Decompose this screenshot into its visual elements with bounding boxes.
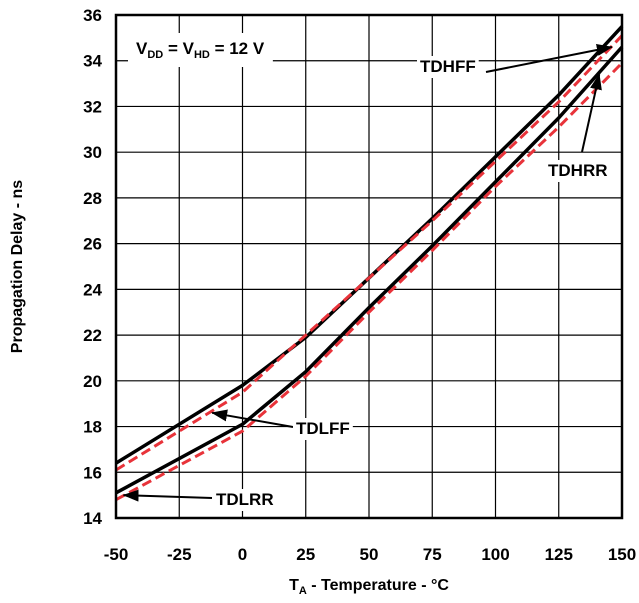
condition-label: VDD = VHD = 12 V	[136, 39, 265, 61]
y-tick-label: 32	[83, 97, 102, 116]
y-tick-label: 28	[83, 189, 102, 208]
y-tick-labels: 14 16 18 20 22 24 26 28 30 32 34 36	[83, 6, 102, 528]
y-tick-label: 20	[83, 372, 102, 391]
tdhrr-series-line	[115, 45, 624, 495]
tdhrr-label-background	[545, 160, 611, 182]
tdhff-label: TDHFF	[420, 57, 476, 76]
dashed-3-series-line	[115, 61, 624, 502]
tdhrr-label: TDHRR	[548, 161, 608, 180]
x-tick-label: 150	[608, 545, 636, 564]
tdlrr-label-background	[213, 489, 277, 511]
y-axis-label: Propagation Delay - ns	[9, 180, 26, 353]
x-tick-label: -50	[104, 545, 129, 564]
y-tick-label: 34	[83, 52, 102, 71]
x-tick-label: 50	[360, 545, 379, 564]
tdlff-label: TDLFF	[296, 419, 350, 438]
y-tick-label: 24	[83, 280, 102, 299]
tdlff-arrow	[211, 409, 294, 428]
x-tick-label: -25	[167, 545, 192, 564]
x-tick-label: 100	[481, 545, 509, 564]
tdhff-arrow	[485, 44, 613, 73]
plot-frame	[114, 13, 624, 520]
grid	[116, 15, 622, 518]
tdlrr-label: TDLRR	[216, 490, 274, 509]
annotations-group: TDHFF TDHRR TDLFF TDLRR	[122, 44, 613, 511]
y-tick-label: 30	[83, 143, 102, 162]
tdhff-label-background	[417, 56, 479, 78]
y-tick-label: 26	[83, 235, 102, 254]
condition-label-background	[128, 33, 273, 67]
y-tick-label: 36	[83, 6, 102, 25]
y-tick-label: 18	[83, 418, 102, 437]
x-tick-label: 75	[423, 545, 442, 564]
y-tick-label: 16	[83, 463, 102, 482]
y-tick-label: 14	[83, 509, 102, 528]
tdlff-label-background	[293, 418, 353, 440]
series-group	[115, 25, 624, 502]
x-axis-label: TA - Temperature - °C	[289, 577, 449, 597]
x-tick-label: 125	[545, 545, 573, 564]
x-tick-labels: -50 -25 0 25 50 75 100 125 150	[104, 545, 636, 564]
tdlrr-arrow	[122, 489, 213, 502]
x-tick-label: 0	[238, 545, 247, 564]
x-tick-label: 25	[296, 545, 315, 564]
dashed-1-series-line	[115, 34, 624, 472]
y-tick-label: 22	[83, 326, 102, 345]
tdhrr-arrow	[581, 73, 602, 153]
